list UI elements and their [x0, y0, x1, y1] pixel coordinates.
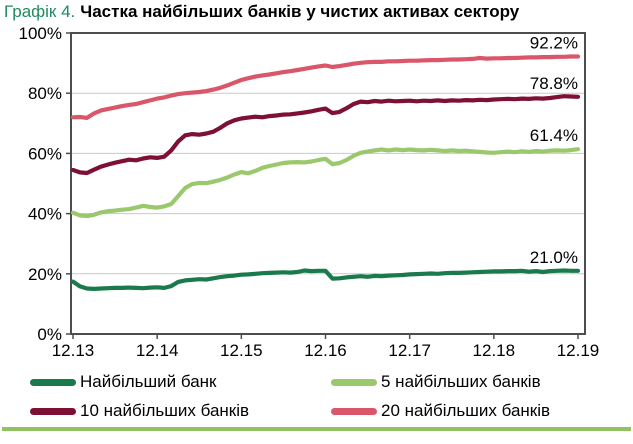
- legend-swatch-top-10-banks: [30, 407, 76, 415]
- series-end-label-top-5-banks: 61.4%: [530, 126, 578, 145]
- plot-frame: [70, 32, 586, 335]
- x-axis-label: 12.16: [304, 341, 347, 360]
- legend-label-top-10-banks: 10 найбільших банків: [80, 401, 250, 420]
- legend-label-top-5-banks: 5 найбільших банків: [381, 372, 541, 391]
- y-axis-label: 100%: [19, 24, 62, 43]
- legend-item-top-5-banks: 5 найбільших банків: [331, 371, 541, 393]
- x-axis-label: 12.13: [52, 341, 95, 360]
- x-axis-label: 12.18: [473, 341, 516, 360]
- legend-item-largest-bank: Найбільший банк: [30, 371, 217, 393]
- series-end-label-largest-bank: 21.0%: [530, 248, 578, 267]
- y-axis-label: 0%: [37, 325, 62, 344]
- y-axis-label: 60%: [28, 144, 62, 163]
- x-axis-label: 12.17: [388, 341, 431, 360]
- legend-item-top-10-banks: 10 найбільших банків: [30, 400, 249, 422]
- legend-label-top-20-banks: 20 найбільших банків: [381, 401, 551, 420]
- series-line-largest-bank: [70, 268, 581, 291]
- legend-swatch-largest-bank: [30, 378, 76, 386]
- legend-label-largest-bank: Найбільший банк: [80, 372, 217, 391]
- series-line-top-10-banks: [70, 94, 581, 176]
- y-axis-label: 20%: [28, 265, 62, 284]
- chart-title: Графік 4. Частка найбільших банків у чист…: [4, 2, 519, 22]
- series-end-label-top-10-banks: 78.8%: [530, 74, 578, 93]
- x-axis-label: 12.14: [136, 341, 179, 360]
- series-end-label-top-20-banks: 92.2%: [530, 33, 578, 52]
- legend-swatch-top-5-banks: [331, 378, 377, 386]
- chart-title-number: Графік 4.: [4, 2, 76, 21]
- x-axis-label: 12.19: [557, 341, 600, 360]
- series-line-top-5-banks: [70, 147, 581, 219]
- y-axis-label: 80%: [28, 84, 62, 103]
- y-axis-label: 40%: [28, 205, 62, 224]
- series-line-top-20-banks: [70, 54, 581, 121]
- chart-title-text: Частка найбільших банків у чистих актива…: [80, 2, 520, 21]
- x-axis-label: 12.15: [220, 341, 263, 360]
- legend-item-top-20-banks: 20 найбільших банків: [331, 400, 550, 422]
- bottom-divider-rule: [2, 427, 631, 431]
- legend-swatch-top-20-banks: [331, 407, 377, 415]
